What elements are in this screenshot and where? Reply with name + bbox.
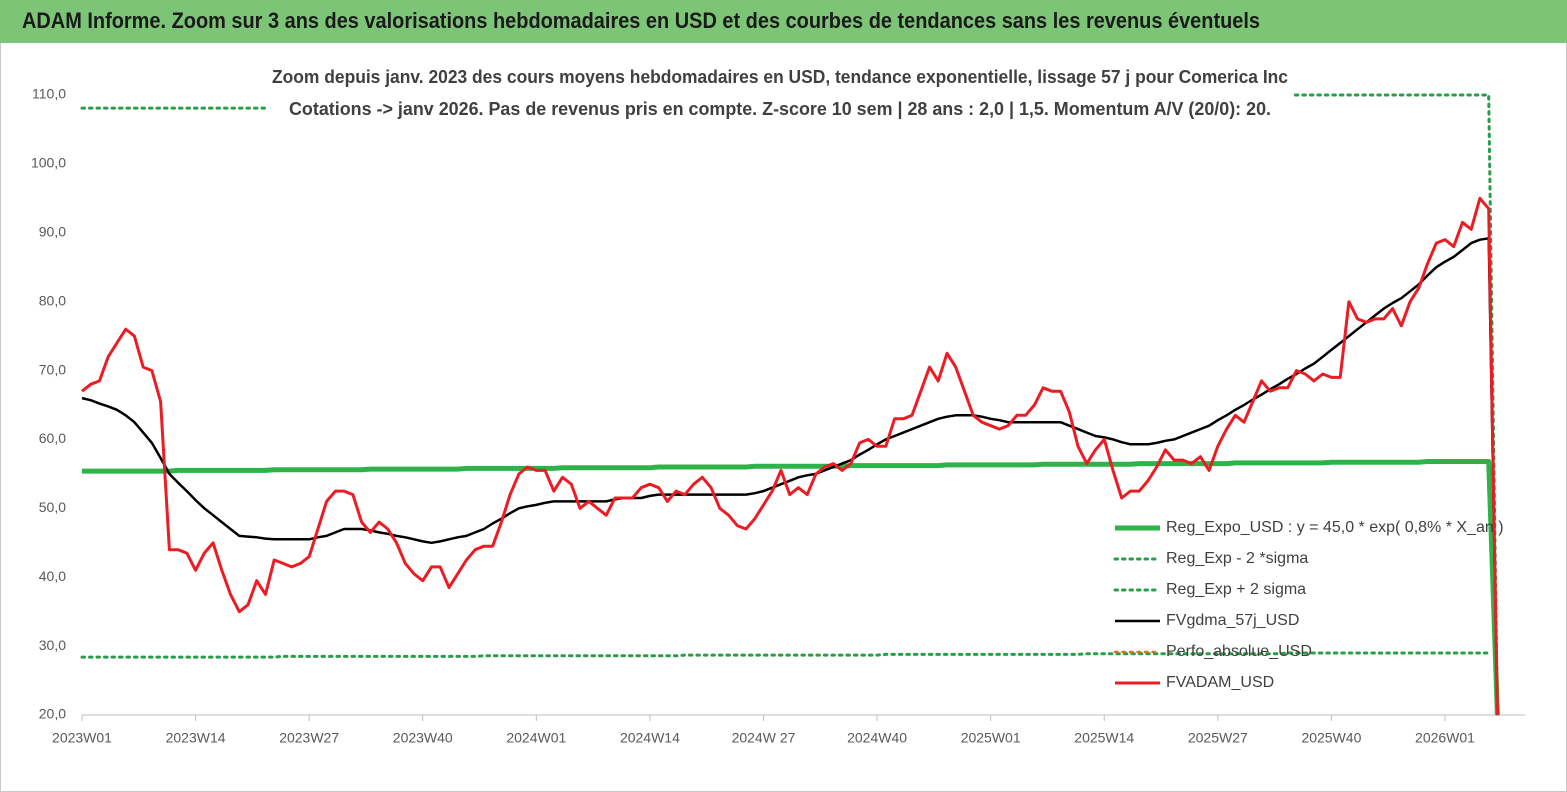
y-tick-label: 50,0 — [39, 499, 66, 515]
y-tick-label: 60,0 — [39, 430, 66, 446]
legend-label: FVADAM_USD — [1166, 674, 1274, 691]
y-tick-label: 40,0 — [39, 568, 66, 584]
x-tick-label: 2024W14 — [620, 730, 680, 746]
chart-subtitle: Cotations -> janv 2026. Pas de revenus p… — [289, 99, 1271, 119]
y-tick-label: 90,0 — [39, 223, 66, 239]
chart-title: ADAM Informe. Zoom sur 3 ans des valoris… — [22, 8, 1260, 33]
x-tick-label: 2023W40 — [393, 730, 453, 746]
series-line — [80, 651, 1491, 659]
series-line — [81, 196, 1499, 716]
x-tick-label: 2024W 27 — [732, 730, 796, 746]
y-tick-label: 80,0 — [39, 292, 66, 308]
series-line — [82, 459, 1500, 716]
legend-label: FVgdma_57j_USD — [1166, 612, 1299, 629]
x-tick-label: 2023W01 — [52, 730, 112, 746]
header-bar — [0, 0, 1567, 43]
subtitle-box — [266, 62, 1292, 130]
x-tick-label: 2026W01 — [1415, 730, 1475, 746]
y-tick-label: 20,0 — [39, 706, 66, 722]
legend: Reg_Expo_USD : y = 45,0 * exp( 0,8% * X_… — [1113, 519, 1504, 691]
y-tick-label: 100,0 — [31, 155, 66, 171]
x-tick-label: 2023W27 — [279, 730, 339, 746]
y-tick-label: 110,0 — [32, 86, 66, 102]
legend-label: Perfo_absolue_USD — [1166, 643, 1312, 660]
y-tick-label: 70,0 — [39, 361, 66, 377]
y-tick-label: 30,0 — [39, 637, 66, 653]
legend-label: Reg_Expo_USD : y = 45,0 * exp( 0,8% * X_… — [1166, 519, 1504, 536]
x-tick-label: 2024W40 — [847, 730, 907, 746]
x-tick-label: 2024W01 — [506, 730, 566, 746]
x-tick-label: 2025W14 — [1074, 730, 1134, 746]
legend-label: Reg_Exp + 2 sigma — [1166, 581, 1306, 598]
x-tick-label: 2025W27 — [1188, 730, 1248, 746]
x-tick-label: 2023W14 — [166, 730, 226, 746]
x-tick-label: 2025W01 — [961, 730, 1021, 746]
x-tick-label: 2025W40 — [1301, 730, 1361, 746]
legend-label: Reg_Exp - 2 *sigma — [1166, 550, 1308, 567]
plot-area: 20,0 30,0 40,0 50,0 60,0 70,0 80,0 90,0 100,0 110… — [31, 86, 1525, 746]
chart-subtitle: Zoom depuis janv. 2023 des cours moyens … — [272, 67, 1288, 87]
series-line — [81, 237, 1499, 716]
